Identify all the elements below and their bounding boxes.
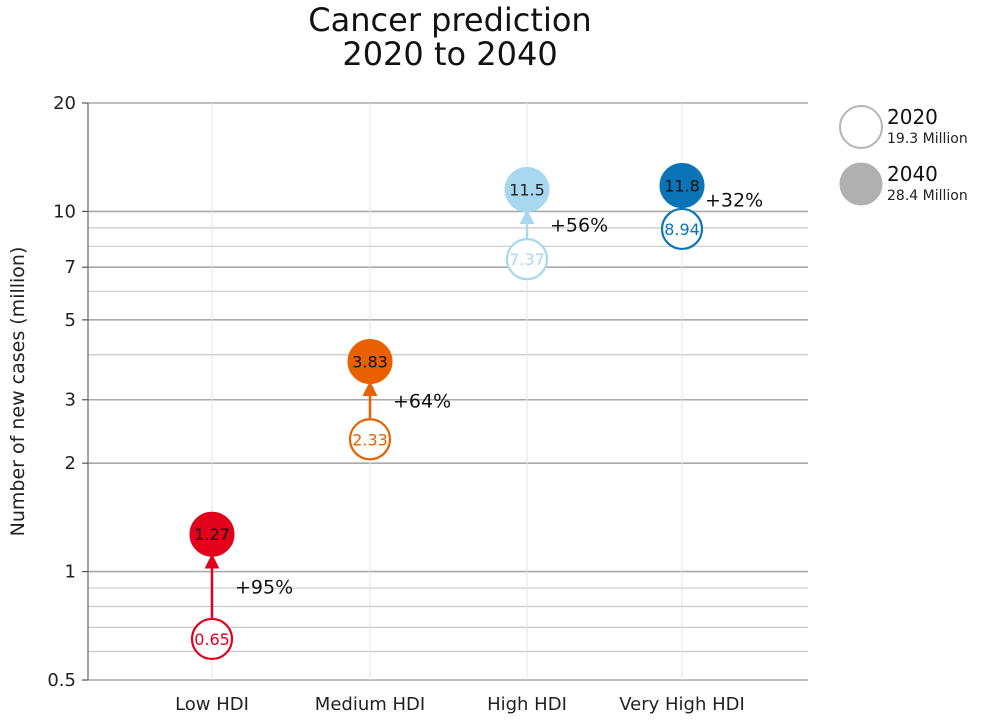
point-2020 — [660, 207, 704, 251]
data-label-2040: 3.83 — [352, 353, 388, 372]
point-2040 — [659, 163, 705, 209]
point-2040 — [189, 511, 235, 557]
data-label-2020: 0.65 — [194, 630, 230, 649]
x-tick-label: Medium HDI — [315, 694, 425, 715]
y-tick-label: 0.5 — [47, 670, 76, 691]
legend-label: 2020 — [887, 105, 938, 129]
percent-change-label: +32% — [705, 190, 763, 212]
y-tick-label: 20 — [53, 93, 76, 114]
x-tick-label: High HDI — [487, 694, 567, 715]
y-tick-label: 10 — [53, 201, 76, 222]
point-2040 — [347, 339, 393, 385]
chart-subtitle: 2020 to 2040 — [342, 35, 558, 73]
data-label-2020: 7.37 — [509, 250, 545, 269]
percent-change-label: +64% — [393, 390, 451, 412]
y-axis-label: Number of new cases (million) — [7, 247, 29, 537]
point-2040 — [504, 167, 550, 213]
x-tick-label: Very High HDI — [619, 694, 745, 715]
percent-change-label: +95% — [235, 577, 293, 599]
x-axis: Low HDI Medium HDI High HDI Very High HDI — [175, 694, 745, 715]
data-label-2040: 1.27 — [194, 525, 230, 544]
point-2020 — [190, 617, 234, 661]
legend-total: 28.4 Million — [887, 188, 968, 204]
legend-marker-filled — [839, 162, 883, 206]
data-marks: 0.65 1.27 +95% 2.33 3.83 +64% 7.37 11.5 +56% 8.94… — [189, 163, 763, 661]
y-tick-label: 5 — [65, 310, 76, 331]
data-label-2020: 2.33 — [352, 430, 388, 449]
y-tick-label: 7 — [65, 257, 76, 278]
x-tick-label: Low HDI — [175, 694, 249, 715]
y-tick-label: 1 — [65, 562, 76, 583]
point-2020 — [505, 238, 549, 281]
legend-label: 2040 — [887, 162, 938, 186]
y-tick-label: 2 — [65, 453, 76, 474]
point-2020 — [348, 418, 392, 461]
y-tick-label: 3 — [65, 390, 76, 411]
legend-marker-open — [839, 105, 883, 149]
y-axis: 0.5 1 2 3 5 7 10 20 Number of new cases (million… — [7, 93, 89, 691]
data-label-2040: 11.8 — [664, 177, 700, 196]
chart-title: Cancer prediction — [308, 1, 592, 39]
data-label-2020: 8.94 — [664, 220, 700, 239]
legend: 2020 19.3 Million 2040 28.4 Million — [839, 105, 968, 206]
percent-change-label: +56% — [550, 214, 608, 236]
legend-total: 19.3 Million — [887, 131, 968, 147]
data-label-2040: 11.5 — [509, 181, 545, 200]
